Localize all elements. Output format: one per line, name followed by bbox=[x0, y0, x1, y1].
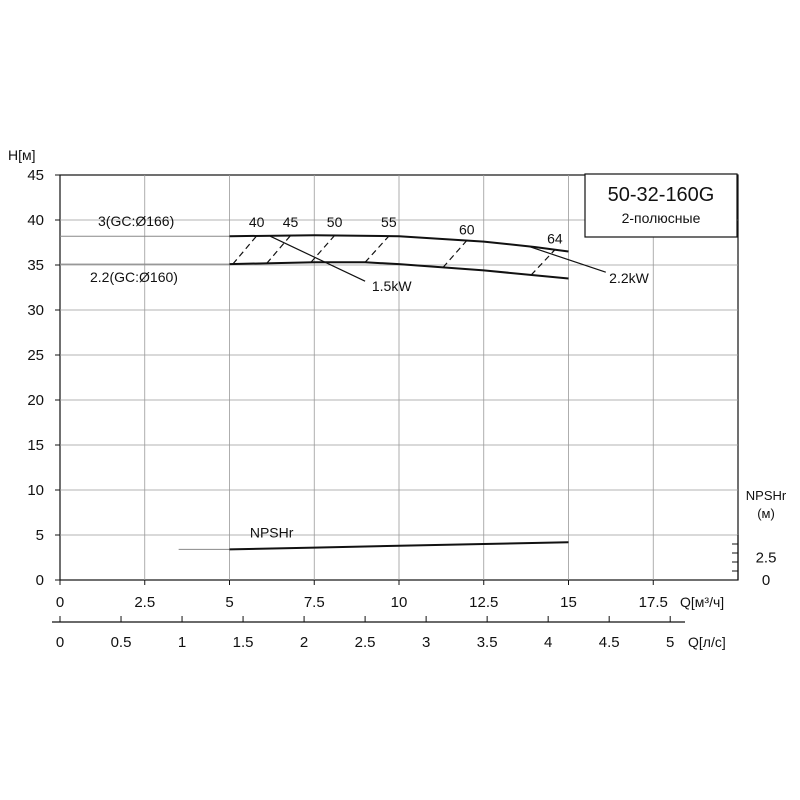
model-title: 50-32-160G bbox=[608, 184, 715, 206]
efficiency-isoline bbox=[530, 249, 556, 276]
efficiency-isoline bbox=[442, 240, 468, 268]
curves-layer bbox=[60, 234, 606, 551]
efficiency-isoline bbox=[266, 235, 291, 264]
x-tick-label: 12.5 bbox=[469, 594, 498, 611]
ls-tick-label: 1.5 bbox=[233, 634, 254, 651]
y-axis-label: H[м] bbox=[8, 147, 36, 163]
ls-tick-label: 4.5 bbox=[599, 634, 620, 651]
npsh-axis: NPSHr (м) 0 2.5 bbox=[732, 488, 787, 589]
y-tick-label: 35 bbox=[27, 257, 44, 274]
x-tick-label: 5 bbox=[225, 594, 233, 611]
x-axis-label-m3h: Q[м³/ч] bbox=[680, 594, 724, 610]
y-tick-label: 5 bbox=[36, 527, 44, 544]
ls-tick-label: 0.5 bbox=[111, 634, 132, 651]
y-tick-label: 45 bbox=[27, 167, 44, 184]
x-tick-label: 2.5 bbox=[134, 594, 155, 611]
flow-ls-axis: 0 0.5 1 1.5 2 2.5 3 3.5 4 4.5 5 Q[л/с] bbox=[52, 616, 726, 651]
y-tick-label: 10 bbox=[27, 482, 44, 499]
efficiency-label: 50 bbox=[327, 214, 343, 230]
ls-tick-label: 4 bbox=[544, 634, 552, 651]
labels-layer: 3(GC:Ø166) 2.2(GC:Ø160) NPSHr 40 45 50 55 60 64 1… bbox=[90, 213, 650, 540]
npsh-axis-unit: (м) bbox=[757, 506, 775, 521]
y-tick-label: 20 bbox=[27, 392, 44, 409]
power-label: 2.2kW bbox=[609, 270, 649, 286]
ls-tick-label: 3.5 bbox=[477, 634, 498, 651]
ls-tick-label: 3 bbox=[422, 634, 430, 651]
chart-grid: 0 5 10 15 20 25 30 35 40 45 0 2.5 5 7.5 10 12.5 15 17.5 Q[… bbox=[27, 167, 739, 611]
series-label: 3(GC:Ø166) bbox=[98, 213, 174, 229]
efficiency-label: 64 bbox=[547, 230, 563, 246]
efficiency-label: 40 bbox=[249, 214, 265, 230]
ls-tick-label: 2.5 bbox=[355, 634, 376, 651]
efficiency-label: 45 bbox=[283, 214, 299, 230]
ls-tick-label: 0 bbox=[56, 634, 64, 651]
y-tick-label: 15 bbox=[27, 437, 44, 454]
power-leader bbox=[527, 245, 606, 273]
efficiency-isoline bbox=[364, 235, 390, 263]
model-title-box: 50-32-160G 2-полюсные bbox=[584, 173, 738, 238]
series-label: NPSHr bbox=[250, 524, 294, 540]
y-tick-label: 40 bbox=[27, 212, 44, 229]
x-axis-label-ls: Q[л/с] bbox=[688, 634, 726, 650]
series-curve bbox=[229, 261, 569, 280]
x-tick-label: 10 bbox=[391, 594, 408, 611]
power-label: 1.5kW bbox=[372, 278, 412, 294]
efficiency-isoline bbox=[232, 235, 258, 265]
series-curve bbox=[229, 541, 569, 551]
x-tick-label: 7.5 bbox=[304, 594, 325, 611]
y-tick-label: 0 bbox=[36, 572, 44, 589]
ls-tick-label: 2 bbox=[300, 634, 308, 651]
power-leader bbox=[269, 235, 366, 282]
x-tick-label: 0 bbox=[56, 594, 64, 611]
npsh-tick-label: 0 bbox=[762, 572, 770, 589]
efficiency-label: 60 bbox=[459, 221, 475, 237]
y-tick-label: 30 bbox=[27, 302, 44, 319]
npsh-tick-label: 2.5 bbox=[756, 550, 777, 567]
series-curve bbox=[229, 234, 569, 253]
series-label: 2.2(GC:Ø160) bbox=[90, 269, 178, 285]
x-tick-label: 15 bbox=[560, 594, 577, 611]
ls-tick-label: 5 bbox=[666, 634, 674, 651]
y-tick-label: 25 bbox=[27, 347, 44, 364]
model-subtitle: 2-полюсные bbox=[622, 210, 701, 226]
efficiency-label: 55 bbox=[381, 214, 397, 230]
npsh-axis-label: NPSHr bbox=[746, 488, 787, 503]
ls-tick-label: 1 bbox=[178, 634, 186, 651]
x-tick-label: 17.5 bbox=[639, 594, 668, 611]
